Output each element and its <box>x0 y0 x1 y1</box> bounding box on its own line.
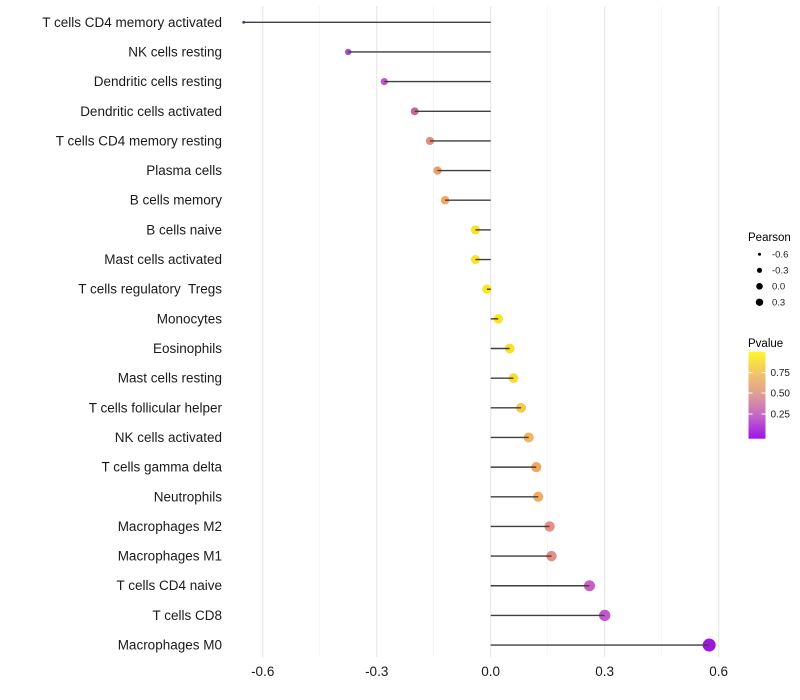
y-axis-label: Dendritic cells resting <box>94 74 222 89</box>
y-axis-label: Plasma cells <box>146 163 222 178</box>
pearson-legend-dot <box>756 283 763 290</box>
pvalue-colorbar-legend: Pvalue 0.75 0.50 0.25 <box>748 338 790 439</box>
lollipop-dot <box>482 284 492 294</box>
pearson-legend-label: -0.6 <box>772 250 788 261</box>
x-axis-tick-label: 0.6 <box>709 664 728 679</box>
pearson-legend-dot <box>758 252 761 256</box>
pvalue-colorbar <box>748 351 766 439</box>
x-axis-tick-label: -0.3 <box>365 664 388 679</box>
y-axis-label: Mast cells resting <box>118 371 222 386</box>
y-axis-label: T cells CD4 memory resting <box>56 133 222 148</box>
x-axis-tick-label: 0.0 <box>481 664 500 679</box>
colorbar-tick-label: 0.50 <box>771 389 791 400</box>
pvalue-legend-title: Pvalue <box>748 338 783 350</box>
y-axis-label: B cells memory <box>130 193 223 208</box>
y-axis-label: T cells CD4 naive <box>116 578 222 593</box>
pearson-legend-title: Pearson <box>748 232 791 244</box>
y-axis-label: T cells CD8 <box>152 608 222 623</box>
y-axis-label: NK cells resting <box>128 44 222 59</box>
y-axis-label: Dendritic cells activated <box>80 104 222 119</box>
pearson-legend-label: 0.0 <box>772 282 785 293</box>
y-axis-label: NK cells activated <box>115 430 222 445</box>
y-axis-label: T cells regulatory Tregs <box>78 282 222 297</box>
y-axis-label: Monocytes <box>157 311 223 326</box>
colorbar-tick-label: 0.25 <box>771 409 791 420</box>
pearson-legend-label: 0.3 <box>772 298 785 309</box>
x-axis-tick-label: -0.6 <box>251 664 274 679</box>
pearson-legend-label: -0.3 <box>772 266 788 277</box>
colorbar-tick-label: 0.75 <box>771 368 791 379</box>
y-axis-label: B cells naive <box>146 222 222 237</box>
y-axis-label: Mast cells activated <box>104 252 222 267</box>
y-axis-label: T cells follicular helper <box>89 400 223 415</box>
y-axis-label: Macrophages M0 <box>118 638 222 653</box>
y-axis-label: Macrophages M1 <box>118 549 222 564</box>
y-axis-label: T cells gamma delta <box>101 460 222 475</box>
x-axis-tick-label: 0.3 <box>595 664 614 679</box>
y-axis-label: Neutrophils <box>154 489 223 504</box>
pearson-legend-dot <box>756 267 763 273</box>
pearson-legend-dot <box>755 298 764 306</box>
y-axis-label: Macrophages M2 <box>118 519 222 534</box>
y-axis-label: T cells CD4 memory activated <box>42 15 222 30</box>
y-axis-label: Eosinophils <box>153 341 222 356</box>
pearson-size-legend: Pearson -0.6 -0.3 0.0 0.3 <box>748 232 791 309</box>
